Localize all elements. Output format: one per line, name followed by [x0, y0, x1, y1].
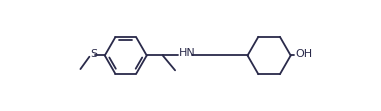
Text: HN: HN	[179, 48, 196, 58]
Text: OH: OH	[295, 49, 312, 59]
Text: S: S	[90, 49, 97, 59]
